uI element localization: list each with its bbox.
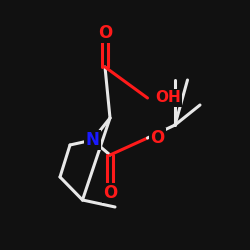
Text: O: O xyxy=(103,184,117,202)
Text: O: O xyxy=(150,129,164,147)
Text: N: N xyxy=(86,131,100,149)
Text: O: O xyxy=(98,24,112,42)
Text: OH: OH xyxy=(155,90,181,106)
